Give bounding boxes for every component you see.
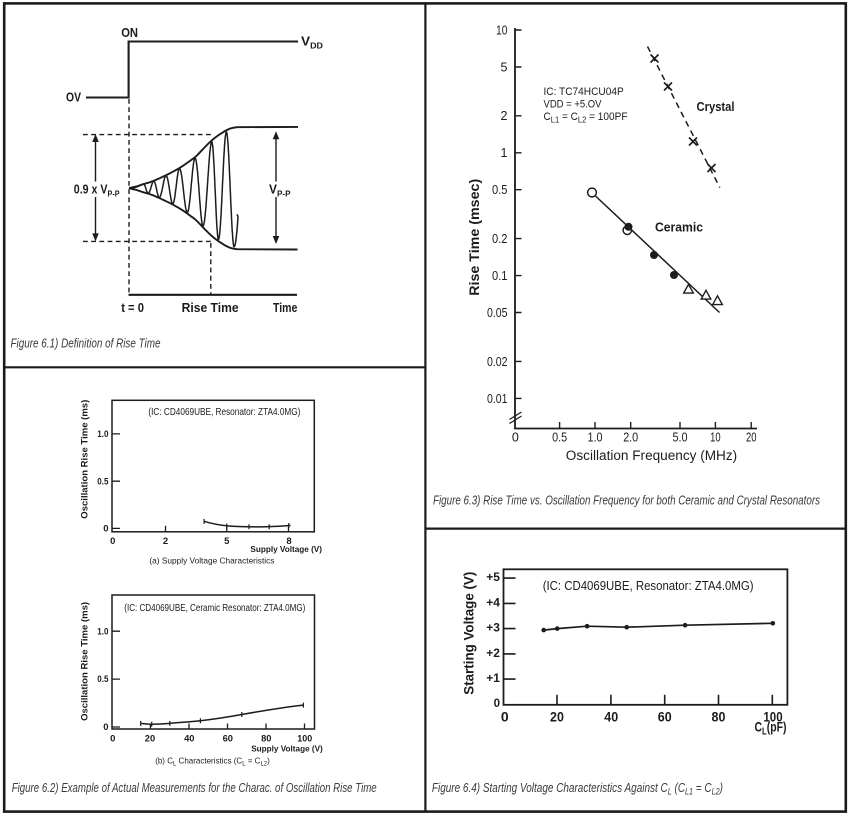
svg-text:60: 60 xyxy=(658,708,672,724)
svg-text:0: 0 xyxy=(494,698,500,710)
svg-text:(a) Supply Voltage Characteris: (a) Supply Voltage Characteristics xyxy=(149,555,275,565)
svg-text:Time: Time xyxy=(273,300,297,315)
svg-text:5: 5 xyxy=(501,60,508,74)
svg-text:100: 100 xyxy=(297,734,312,745)
svg-text:+3: +3 xyxy=(486,623,500,635)
svg-text:0: 0 xyxy=(103,722,108,733)
svg-text:Figure 6.1) Definition of Rise: Figure 6.1) Definition of Rise Time xyxy=(11,337,161,351)
svg-text:1.0: 1.0 xyxy=(588,431,603,445)
svg-text:Starting Voltage (V): Starting Voltage (V) xyxy=(462,572,477,695)
svg-text:Figure 6.2) Example of Actual: Figure 6.2) Example of Actual Measuremen… xyxy=(12,781,377,795)
svg-text:0.02: 0.02 xyxy=(487,355,508,369)
svg-text:2: 2 xyxy=(501,109,508,123)
svg-text:(IC: CD4069UBE, Ceramic Resona: (IC: CD4069UBE, Ceramic Resonator: ZTA4.… xyxy=(124,602,305,614)
svg-text:0.5: 0.5 xyxy=(97,674,109,685)
svg-text:Figure 6.3) Rise Time vs. Osci: Figure 6.3) Rise Time vs. Oscillation Fr… xyxy=(433,493,820,507)
svg-text:(IC: CD4069UBE, Resonator: ZTA: (IC: CD4069UBE, Resonator: ZTA4.0MG) xyxy=(543,579,754,593)
svg-text:1.0: 1.0 xyxy=(97,626,108,637)
svg-text:40: 40 xyxy=(604,708,618,724)
svg-text:ON: ON xyxy=(121,26,138,40)
svg-text:80: 80 xyxy=(261,734,271,745)
svg-text:0: 0 xyxy=(501,708,509,724)
svg-text:60: 60 xyxy=(223,734,233,745)
svg-text:t = 0: t = 0 xyxy=(121,300,144,315)
svg-text:Supply Voltage (V): Supply Voltage (V) xyxy=(251,744,323,754)
svg-text:+2: +2 xyxy=(486,648,500,660)
svg-text:+4: +4 xyxy=(486,597,500,609)
svg-text:VDD = +5.OV: VDD = +5.OV xyxy=(544,99,603,111)
svg-text:+5: +5 xyxy=(486,572,500,584)
svg-text:0: 0 xyxy=(512,431,519,445)
svg-text:0.5: 0.5 xyxy=(492,183,508,197)
svg-text:0.5: 0.5 xyxy=(97,476,109,487)
svg-text:+1: +1 xyxy=(486,673,500,685)
svg-text:Rise Time: Rise Time xyxy=(182,300,239,315)
svg-text:10: 10 xyxy=(496,23,508,37)
svg-text:20: 20 xyxy=(145,734,155,745)
svg-text:Oscillation Rise Time (ms): Oscillation Rise Time (ms) xyxy=(79,602,90,721)
svg-text:1.0: 1.0 xyxy=(97,429,108,440)
svg-text:(IC: CD4069UBE, Resonator: ZTA: (IC: CD4069UBE, Resonator: ZTA4.0MG) xyxy=(148,406,300,418)
svg-text:20: 20 xyxy=(550,708,564,724)
svg-text:0.01: 0.01 xyxy=(487,392,508,406)
svg-text:20: 20 xyxy=(746,431,757,445)
svg-text:Ceramic: Ceramic xyxy=(655,220,703,235)
svg-text:5.0: 5.0 xyxy=(673,431,688,445)
svg-text:Oscillation Frequency (MHz): Oscillation Frequency (MHz) xyxy=(566,448,737,463)
svg-text:Oscillation Rise Time (ms): Oscillation Rise Time (ms) xyxy=(79,400,90,519)
svg-text:100: 100 xyxy=(763,708,782,724)
svg-text:8: 8 xyxy=(286,536,291,547)
svg-text:0.5: 0.5 xyxy=(552,431,567,445)
svg-text:10: 10 xyxy=(710,431,721,445)
svg-text:Supply Voltage (V): Supply Voltage (V) xyxy=(250,544,322,554)
svg-text:Rise Time (msec): Rise Time (msec) xyxy=(467,179,482,296)
svg-text:0.2: 0.2 xyxy=(492,232,508,246)
svg-text:Crystal: Crystal xyxy=(697,99,735,114)
svg-text:1: 1 xyxy=(501,146,508,160)
svg-text:0: 0 xyxy=(110,734,115,745)
svg-text:OV: OV xyxy=(66,90,81,105)
svg-text:0.05: 0.05 xyxy=(487,306,508,320)
svg-text:2.0: 2.0 xyxy=(623,431,638,445)
svg-text:Figure 6.4) Starting Voltage C: Figure 6.4) Starting Voltage Characteris… xyxy=(432,781,723,797)
svg-text:CL1​ = CL2​ = 100PF: CL1​ = CL2​ = 100PF xyxy=(544,111,628,125)
svg-text:0: 0 xyxy=(110,536,115,547)
svg-text:0: 0 xyxy=(103,523,108,534)
svg-text:(b) CL​ Characteristics (CL​ =: (b) CL​ Characteristics (CL​ = CL2​) xyxy=(155,756,270,768)
svg-text:5: 5 xyxy=(224,536,230,547)
svg-text:0.1: 0.1 xyxy=(492,269,508,283)
svg-text:2: 2 xyxy=(163,536,168,547)
svg-text:40: 40 xyxy=(184,734,194,745)
svg-text:80: 80 xyxy=(712,708,726,724)
svg-text:IC: TC74HCU04P: IC: TC74HCU04P xyxy=(544,86,624,98)
